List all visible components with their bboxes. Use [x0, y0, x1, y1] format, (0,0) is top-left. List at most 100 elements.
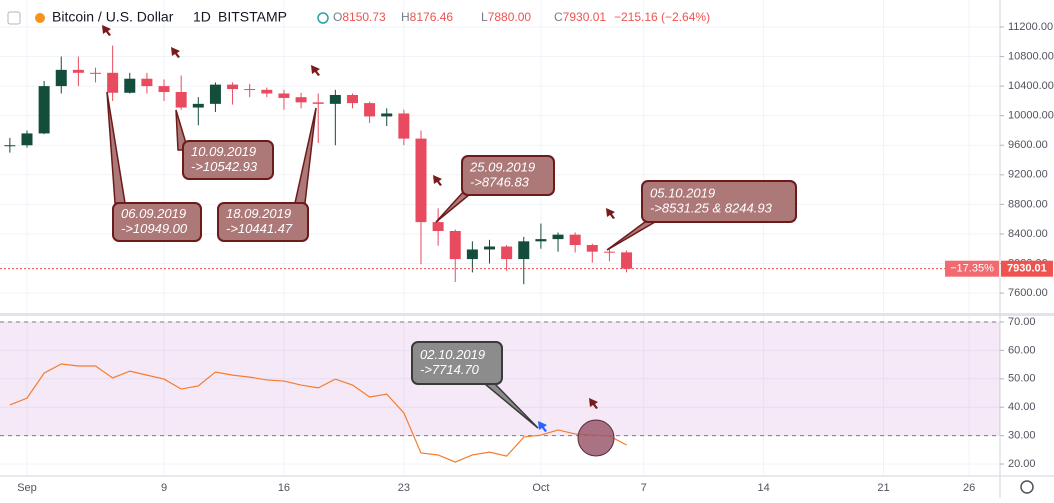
overlay: Bitcoin / U.S. Dollar 1D BITSTAMP O8150.…	[7, 9, 1034, 494]
candle-body	[432, 222, 444, 231]
callout-text: 25.09.2019	[469, 159, 535, 174]
ohlc-value: 7880.00	[488, 10, 532, 24]
callout-text: ->10949.00	[121, 221, 188, 236]
x-tick-label: 23	[398, 482, 410, 494]
candle-body	[141, 78, 153, 87]
y-tick-label: 30.00	[1008, 430, 1036, 442]
y-tick-label: 8800.00	[1008, 198, 1048, 210]
candle-body	[518, 241, 530, 260]
y-tick-label: 9200.00	[1008, 169, 1048, 181]
callout-text: ->7714.70	[420, 362, 480, 377]
event-icon[interactable]	[102, 25, 111, 36]
candle-body	[312, 102, 324, 104]
callout-box	[217, 202, 309, 242]
candle-body	[227, 84, 239, 90]
ohlc-item: C7930.01	[554, 10, 606, 24]
callout-text: ->10542.93	[191, 159, 258, 174]
candle-body	[278, 93, 290, 98]
last-price-tag	[1001, 260, 1053, 277]
exchange: BITSTAMP	[218, 9, 287, 25]
x-tick-label: 9	[161, 482, 167, 494]
candle-body	[4, 145, 16, 147]
candle-body	[535, 239, 547, 242]
callout-text: 18.09.2019	[226, 206, 291, 221]
y-tick-label: 7600.00	[1008, 287, 1048, 299]
y-tick-label: 10000.00	[1008, 110, 1054, 122]
candle-body	[398, 113, 410, 139]
x-tick-label: 16	[278, 482, 290, 494]
status-icon	[317, 12, 329, 24]
candle-body	[261, 89, 273, 94]
y-tick-label: 10400.00	[1008, 80, 1054, 92]
event-icon[interactable]	[433, 175, 442, 186]
callout-text: 02.10.2019	[420, 347, 485, 362]
y-tick-label: 20.00	[1008, 458, 1036, 470]
event-icon[interactable]	[311, 65, 320, 76]
callout-box	[182, 140, 274, 180]
candle-body	[192, 103, 204, 108]
event-icon[interactable]	[589, 398, 598, 409]
y-tick-label: 40.00	[1008, 401, 1036, 413]
candle-body	[124, 78, 136, 93]
candle-body	[484, 246, 496, 250]
ohlc-label: C	[554, 10, 563, 24]
pane-separator	[0, 313, 1054, 316]
ohlc-label: L	[481, 10, 488, 24]
candle-body	[346, 94, 358, 104]
candle-body	[55, 69, 67, 87]
last-price-label: 7930.01	[1007, 263, 1047, 275]
x-tick-label: Oct	[532, 482, 549, 494]
candle-body	[329, 94, 341, 104]
callout-box	[411, 341, 503, 385]
symbol: Bitcoin / U.S. Dollar	[52, 9, 174, 25]
candle-body	[552, 234, 564, 240]
event-icons	[102, 25, 615, 409]
collapse-icon[interactable]	[7, 11, 21, 25]
candle-body	[21, 133, 33, 146]
callout-box	[112, 202, 202, 242]
candle-body	[569, 234, 581, 246]
rsi-line	[9, 363, 627, 463]
candle-body	[621, 252, 633, 269]
symbol-icon	[35, 13, 45, 23]
callout-box	[641, 180, 797, 223]
candle-body	[381, 113, 393, 117]
callout-text: ->8746.83	[470, 174, 530, 189]
ohlc-label: O	[333, 10, 342, 24]
event-icon[interactable]	[171, 47, 180, 58]
change: −215.16 (−2.64%)	[614, 10, 710, 24]
callout-text: ->8531.25 & 8244.93	[650, 200, 773, 215]
candle-body	[466, 249, 478, 260]
candle-body	[72, 69, 84, 73]
x-tick-label: 7	[641, 482, 647, 494]
callout-text: ->10441.47	[226, 221, 293, 236]
ohlc-legend: O8150.73 H8176.46 L7880.00 C7930.01	[333, 10, 606, 24]
ohlc-item: L7880.00	[481, 10, 531, 24]
ohlc-value: 7930.01	[563, 10, 607, 24]
candle-body	[38, 86, 50, 134]
y-tick-label: 50.00	[1008, 373, 1036, 385]
event-icon[interactable]	[606, 208, 615, 219]
candle-body	[603, 251, 615, 253]
y-tick-label: 11200.00	[1008, 21, 1053, 33]
ohlc-value: 8150.73	[342, 10, 386, 24]
settings-icon[interactable]	[1020, 480, 1034, 494]
y-tick-label: 10800.00	[1008, 50, 1054, 62]
y-tick-label: 8400.00	[1008, 228, 1048, 240]
candle-body	[586, 245, 598, 252]
x-tick-label: 14	[757, 482, 769, 494]
candle-body	[244, 89, 256, 91]
candle-body	[90, 72, 102, 74]
candle-body	[501, 246, 513, 260]
callout-box	[461, 155, 555, 196]
change-tag-label: −17.35%	[950, 263, 994, 275]
event-icon[interactable]	[538, 421, 547, 432]
ohlc-item: O8150.73	[333, 10, 386, 24]
candle-body	[209, 84, 221, 104]
callout-text: 06.09.2019	[121, 206, 186, 221]
grid	[0, 0, 1000, 476]
callout-text: 10.09.2019	[191, 144, 256, 159]
candle-body	[175, 92, 187, 108]
candle-body	[415, 138, 427, 223]
